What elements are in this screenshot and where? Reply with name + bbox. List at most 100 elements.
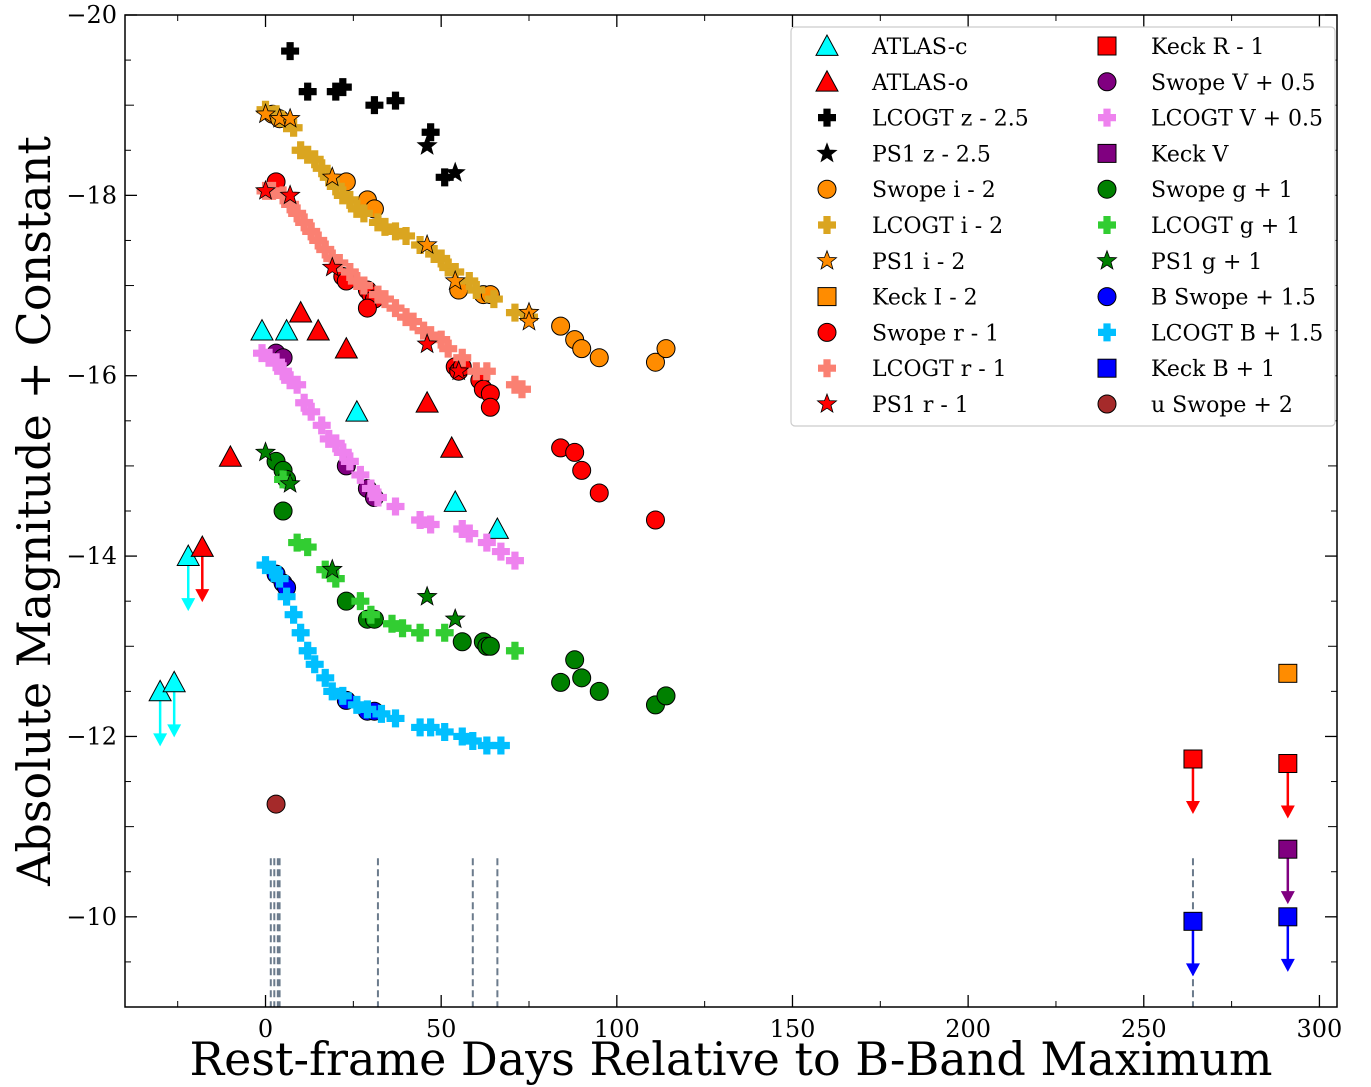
- data-point: [386, 299, 405, 318]
- legend-label: PS1 r - 1: [872, 393, 969, 418]
- data-point: [444, 269, 466, 291]
- legend-entry: LCOGT B + 1.5: [1098, 321, 1323, 346]
- data-point: [284, 605, 303, 624]
- data-point: [439, 435, 464, 458]
- data-point: [512, 380, 531, 399]
- data-point: [411, 623, 430, 642]
- data-point: [347, 695, 366, 714]
- legend-marker: [1098, 323, 1116, 342]
- data-point: [421, 123, 440, 142]
- y-axis-title: Absolute Magnitude + Constant: [7, 136, 61, 887]
- upper-limit-arrowhead: [1280, 805, 1295, 819]
- legend-marker: [815, 69, 839, 92]
- data-point: [463, 731, 482, 750]
- legend-entry: u Swope + 2: [1097, 393, 1293, 418]
- legend-entry: PS1 i - 2: [816, 249, 965, 275]
- data-point: [453, 727, 472, 746]
- data-point: [347, 272, 366, 291]
- data-point: [295, 213, 314, 232]
- data-point: [279, 184, 301, 205]
- data-point: [572, 668, 592, 688]
- x-tick-label: 100: [594, 1015, 640, 1043]
- series-ps1-i-2: [254, 103, 540, 331]
- data-point: [288, 300, 313, 323]
- data-point: [368, 213, 387, 232]
- legend-entry: PS1 g + 1: [1096, 249, 1262, 275]
- data-point: [656, 686, 676, 706]
- data-point: [432, 330, 451, 349]
- data-point: [326, 82, 345, 101]
- legend-entry: Keck B + 1: [1097, 357, 1275, 382]
- data-point: [347, 199, 366, 218]
- legend-entry: Keck V: [1097, 142, 1230, 167]
- data-point: [274, 318, 299, 341]
- legend-marker: [1097, 179, 1117, 199]
- data-point: [254, 103, 277, 124]
- y-tick-label: −20: [66, 1, 117, 29]
- y-tick-label: −12: [66, 722, 117, 750]
- data-point: [467, 362, 486, 381]
- series-keck-v: [1278, 839, 1298, 905]
- data-point: [253, 344, 272, 363]
- data-point: [333, 78, 352, 97]
- data-point: [416, 585, 438, 606]
- x-tick-label: 150: [770, 1015, 816, 1043]
- x-tick-label: 250: [1121, 1015, 1167, 1043]
- series-swope-g-1: [266, 451, 676, 715]
- data-point: [340, 190, 359, 209]
- series-lcogt-b-1-5: [256, 556, 510, 755]
- data-point: [477, 736, 496, 755]
- data-point: [218, 444, 243, 467]
- data-point: [323, 682, 342, 701]
- data-point: [518, 310, 540, 331]
- data-point: [351, 465, 370, 484]
- legend-entry: ATLAS-o: [815, 69, 968, 96]
- upper-limit-arrowhead: [1280, 958, 1295, 972]
- data-point: [279, 472, 301, 493]
- axis-ticks: 0 50 100 150 200 250 300 −20 −18 −16 −14 −12 −10: [66, 1, 1342, 1043]
- data-point: [357, 298, 377, 318]
- legend-entry: Swope r - 1: [817, 321, 999, 346]
- upper-limit-arrowhead: [1185, 963, 1200, 977]
- data-point: [460, 524, 479, 543]
- data-point: [263, 560, 282, 579]
- data-point: [467, 281, 486, 300]
- data-point: [326, 177, 345, 196]
- upper-limit-point: [1278, 754, 1298, 774]
- x-tick-label: 200: [945, 1015, 991, 1043]
- data-point: [316, 668, 335, 687]
- data-point: [421, 515, 440, 534]
- legend-label: Swope i - 2: [872, 178, 996, 203]
- upper-limit-point: [1278, 839, 1298, 859]
- data-point: [386, 222, 405, 241]
- data-point: [302, 402, 321, 421]
- upper-limit-arrowhead: [167, 724, 182, 738]
- legend-marker: [1097, 358, 1117, 378]
- data-point: [288, 533, 307, 552]
- upper-limit-point: [1183, 911, 1203, 931]
- data-point: [351, 592, 370, 611]
- data-point: [397, 308, 416, 327]
- data-point: [333, 186, 352, 205]
- legend-entry: Swope i - 2: [817, 178, 996, 203]
- y-tick-label: −18: [66, 181, 117, 209]
- upper-limit-arrowhead: [195, 589, 210, 603]
- y-tick-label: −14: [66, 542, 117, 570]
- data-point: [477, 533, 496, 552]
- x-tick-label: 300: [1297, 1015, 1343, 1043]
- upper-limit-arrowhead: [1280, 891, 1295, 905]
- legend-entry: PS1 z - 2.5: [816, 142, 991, 167]
- data-point: [589, 483, 609, 503]
- data-point: [480, 636, 500, 656]
- legend-label: LCOGT g + 1: [1151, 214, 1300, 239]
- series-u-swope-2: [266, 794, 286, 814]
- data-point: [491, 736, 510, 755]
- data-point: [273, 501, 293, 521]
- upper-limit-point: [1183, 749, 1203, 769]
- data-point: [305, 150, 324, 169]
- legend-label: LCOGT B + 1.5: [1151, 321, 1323, 346]
- data-point: [375, 290, 394, 309]
- upper-limit-point: [162, 670, 187, 693]
- data-point: [645, 510, 665, 530]
- data-point: [368, 285, 387, 304]
